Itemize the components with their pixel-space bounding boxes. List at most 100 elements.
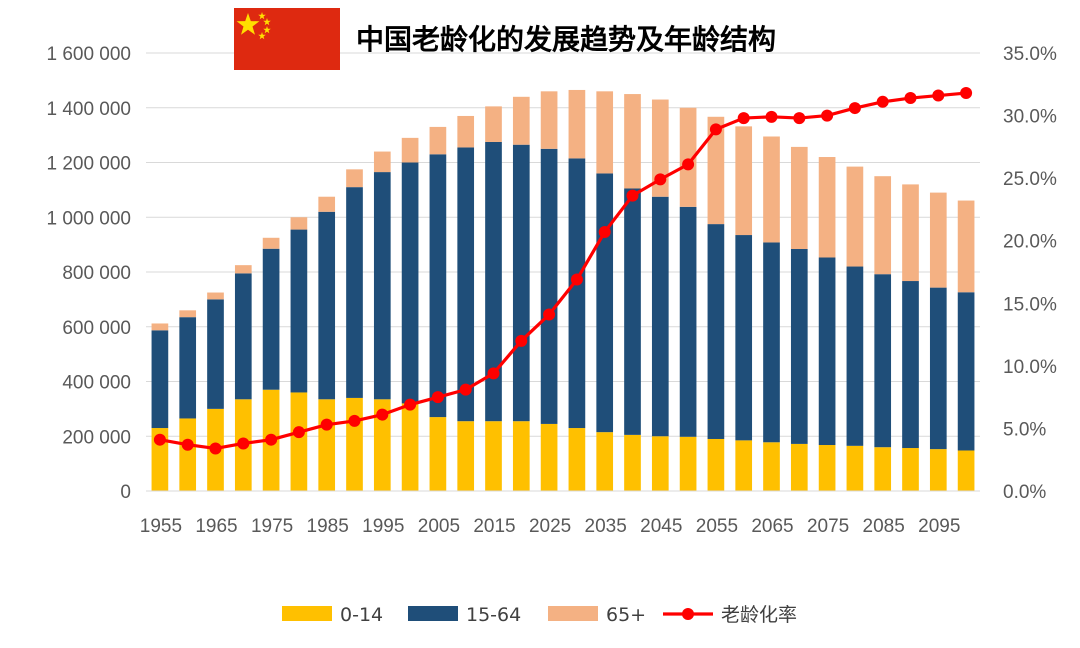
y2-tick-label: 10.0% bbox=[1003, 357, 1057, 378]
x-tick-label: 1955 bbox=[140, 516, 182, 537]
x-tick-label: 2075 bbox=[807, 516, 849, 537]
bar-15-64 bbox=[874, 274, 892, 448]
bar-65 bbox=[512, 96, 530, 145]
bar-0-14 bbox=[512, 421, 530, 491]
flag-big-star bbox=[236, 13, 260, 35]
bar-0-14 bbox=[707, 438, 725, 491]
aging-rate-point bbox=[376, 408, 389, 421]
bar-0-14 bbox=[318, 399, 336, 491]
aging-rate-point bbox=[848, 102, 861, 115]
bar-15-64 bbox=[429, 154, 447, 418]
bar-0-14 bbox=[485, 421, 502, 491]
x-tick-label: 1965 bbox=[195, 516, 237, 537]
bar-15-64 bbox=[179, 317, 197, 419]
x-tick-label: 1975 bbox=[251, 516, 293, 537]
flag-small-star bbox=[258, 12, 266, 20]
y-tick-label: 1 600 000 bbox=[46, 44, 131, 65]
bar-0-14 bbox=[763, 442, 780, 491]
aging-rate-point bbox=[515, 334, 528, 347]
y2-tick-label: 25.0% bbox=[1003, 169, 1057, 190]
x-tick-label: 2005 bbox=[418, 516, 460, 537]
bar-65 bbox=[151, 323, 169, 331]
x-tick-label: 2055 bbox=[696, 516, 738, 537]
bar-65 bbox=[874, 176, 892, 275]
bar-15-64 bbox=[707, 224, 725, 439]
bar-65 bbox=[763, 136, 780, 243]
bar-65 bbox=[540, 91, 558, 149]
bar-0-14 bbox=[624, 434, 641, 491]
bar-65 bbox=[679, 107, 697, 207]
bar-15-64 bbox=[540, 148, 558, 424]
bar-0-14 bbox=[179, 418, 197, 491]
legend-label: 0-14 bbox=[340, 604, 383, 626]
chart-title: 中国老龄化的发展趋势及年龄结构 bbox=[356, 23, 776, 56]
bar-65 bbox=[262, 237, 280, 249]
x-tick-label: 2065 bbox=[751, 516, 793, 537]
aging-rate-point bbox=[487, 367, 500, 380]
bar-65 bbox=[207, 292, 224, 300]
x-tick-label: 1985 bbox=[307, 516, 349, 537]
y2-tick-label: 20.0% bbox=[1003, 232, 1057, 253]
bar-65 bbox=[346, 169, 363, 188]
bar-0-14 bbox=[290, 392, 308, 491]
y-tick-label: 1 000 000 bbox=[46, 208, 131, 229]
aging-rate-point bbox=[876, 95, 889, 108]
bar-15-64 bbox=[318, 211, 336, 400]
bar-15-64 bbox=[763, 242, 780, 443]
aging-rate-point bbox=[459, 383, 472, 396]
bar-0-14 bbox=[902, 448, 919, 491]
bar-15-64 bbox=[512, 144, 530, 422]
x-tick-label: 2095 bbox=[918, 516, 960, 537]
y2-tick-label: 15.0% bbox=[1003, 294, 1057, 315]
bar-0-14 bbox=[401, 403, 419, 491]
aging-rate-point bbox=[821, 109, 834, 122]
bar-15-64 bbox=[457, 147, 475, 422]
bar-0-14 bbox=[373, 399, 391, 491]
bar-0-14 bbox=[651, 436, 669, 491]
bar-15-64 bbox=[568, 158, 586, 429]
bar-15-64 bbox=[401, 162, 419, 404]
bar-15-64 bbox=[485, 141, 502, 422]
y2-tick-label: 0.0% bbox=[1003, 482, 1046, 503]
bar-0-14 bbox=[568, 428, 586, 491]
aging-rate-point bbox=[431, 391, 444, 404]
bar-0-14 bbox=[457, 421, 475, 491]
y-tick-label: 0 bbox=[120, 482, 131, 503]
bar-65 bbox=[457, 115, 475, 148]
bar-0-14 bbox=[846, 445, 864, 491]
gridlines bbox=[146, 52, 980, 437]
bar-65 bbox=[624, 94, 641, 189]
bar-15-64 bbox=[373, 172, 391, 400]
bar-65 bbox=[429, 126, 447, 155]
aging-rate-point bbox=[265, 433, 278, 446]
bar-65 bbox=[735, 126, 753, 236]
bar-15-64 bbox=[735, 235, 753, 441]
china-flag-icon bbox=[234, 8, 340, 70]
bar-65 bbox=[318, 196, 336, 212]
y-tick-label: 1 400 000 bbox=[46, 99, 131, 120]
bar-15-64 bbox=[346, 187, 363, 398]
bar-65 bbox=[929, 192, 947, 288]
bar-15-64 bbox=[957, 292, 975, 451]
aging-rate-point bbox=[181, 438, 194, 451]
y-tick-label: 600 000 bbox=[62, 318, 131, 339]
bar-0-14 bbox=[429, 417, 447, 491]
bar-15-64 bbox=[902, 281, 919, 449]
bar-65 bbox=[290, 217, 308, 230]
legend-label: 65+ bbox=[606, 604, 646, 626]
aging-rate-point bbox=[682, 158, 695, 171]
y-tick-label: 400 000 bbox=[62, 373, 131, 394]
legend-swatch bbox=[282, 606, 332, 621]
bar-15-64 bbox=[846, 266, 864, 446]
x-tick-label: 2045 bbox=[640, 516, 682, 537]
x-tick-label: 2085 bbox=[863, 516, 905, 537]
flag-small-star bbox=[263, 18, 271, 26]
bar-15-64 bbox=[207, 299, 224, 409]
bar-15-64 bbox=[679, 206, 697, 437]
aging-rate-line bbox=[153, 87, 973, 455]
legend: 0-14 15-64 65+ 老龄化率 bbox=[282, 604, 797, 626]
bar-65 bbox=[902, 184, 919, 282]
bar-15-64 bbox=[651, 196, 669, 437]
legend-marker bbox=[682, 608, 694, 620]
